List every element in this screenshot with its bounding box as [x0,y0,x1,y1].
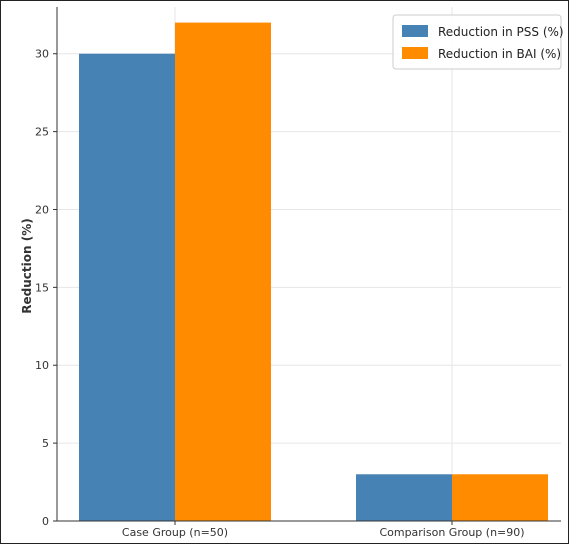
bars [79,22,548,522]
x-tick-label: Comparison Group (n=90) [379,526,524,539]
legend-label: Reduction in PSS (%) [438,25,564,39]
bar-pss-comparison [356,474,452,521]
bar-bai-case [175,22,271,522]
x-tick-label: Case Group (n=50) [122,526,228,539]
axes [56,7,561,522]
legend: Reduction in PSS (%) Reduction in BAI (%) [392,14,564,70]
x-ticks: Case Group (n=50) Comparison Group (n=90) [122,521,525,539]
y-tick-label: 0 [42,515,49,528]
y-ticks: 0 5 10 15 20 25 30 [35,48,57,528]
legend-box [392,14,562,70]
bar-bai-comparison [452,474,548,521]
y-tick-label: 30 [35,48,49,61]
bar-pss-case [79,53,175,522]
legend-swatch [402,25,428,37]
y-tick-label: 10 [35,359,49,372]
legend-label: Reduction in BAI (%) [438,47,561,61]
y-tick-label: 15 [35,281,49,294]
legend-swatch [402,47,428,59]
y-tick-label: 25 [35,126,49,139]
y-tick-label: 20 [35,203,49,216]
y-tick-label: 5 [42,437,49,450]
y-axis-label: Reduction (%) [20,218,34,313]
